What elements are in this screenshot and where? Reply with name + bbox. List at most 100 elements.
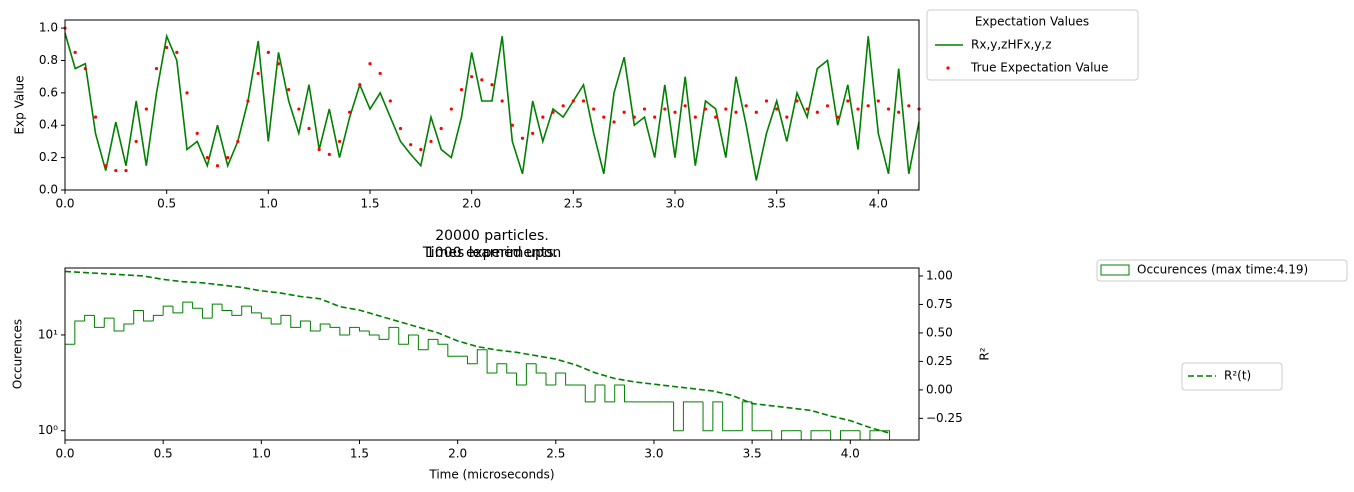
histogram-bin [810, 430, 821, 440]
y2-tick-label: 0.75 [926, 297, 953, 311]
histogram-bin [682, 401, 694, 431]
point [825, 104, 830, 108]
x-tick-label: 4.0 [869, 197, 888, 211]
point [592, 107, 596, 111]
histogram-bin [565, 373, 576, 386]
histogram-bin [251, 306, 262, 314]
point [459, 88, 464, 92]
point [480, 78, 484, 82]
histogram-bin [781, 430, 792, 440]
point [663, 107, 667, 111]
y2-tick-label: 1.00 [926, 268, 953, 282]
point [195, 131, 199, 135]
legend-label: Occurences (max time:4.19) [1137, 263, 1308, 277]
point [337, 139, 342, 144]
point [642, 107, 647, 111]
point [815, 110, 819, 114]
point [226, 156, 230, 160]
point [175, 50, 179, 54]
point [429, 139, 433, 144]
histogram-bin [143, 310, 154, 322]
histogram-bin [614, 384, 625, 402]
point [327, 152, 331, 156]
point [612, 120, 616, 124]
point [185, 91, 189, 95]
histogram-bin [241, 305, 252, 316]
point [114, 168, 118, 173]
histogram-bin [172, 306, 183, 314]
histogram-bin [496, 363, 507, 374]
histogram-bin [182, 301, 193, 313]
histogram-bin [113, 318, 124, 332]
histogram-bin [300, 320, 311, 328]
point [683, 104, 687, 108]
legend-box [1096, 259, 1348, 282]
x-tick-label: 3.0 [665, 197, 684, 211]
x-tick-label: 3.5 [767, 197, 786, 211]
point [907, 104, 911, 108]
point [439, 126, 443, 131]
point [73, 50, 77, 54]
point [124, 168, 128, 173]
histogram-bin [535, 363, 546, 374]
point [897, 110, 901, 114]
histogram-bin [280, 314, 291, 325]
x-tick-label: 3.0 [644, 447, 663, 461]
point [500, 99, 504, 103]
x-tick-label: 0.0 [55, 447, 74, 461]
histogram-bin [624, 385, 635, 403]
histogram-bin [290, 315, 301, 328]
point [165, 45, 169, 50]
point [205, 156, 209, 160]
point [724, 107, 728, 111]
point [246, 99, 250, 103]
chart-subtitle: 1000 experiments. [426, 245, 558, 261]
point [886, 107, 891, 111]
histogram-bin [192, 302, 203, 309]
histogram-bin [319, 323, 331, 331]
histogram-bin [103, 317, 115, 328]
histogram-bin [712, 401, 723, 431]
legend-title: Expectation Values [975, 15, 1089, 29]
point [388, 99, 392, 103]
point [775, 107, 779, 111]
histogram-bin [584, 385, 596, 403]
point [693, 115, 697, 119]
x-axis-label: Time (microseconds) [428, 468, 554, 482]
point [154, 66, 159, 71]
point [805, 107, 809, 111]
line [64, 32, 920, 181]
histogram-bin [231, 310, 242, 316]
histogram-bin [417, 334, 429, 351]
histogram-bin [84, 314, 95, 321]
histogram-bin [74, 320, 85, 345]
y2-axis-label: R² [978, 347, 992, 360]
histogram-bin [378, 334, 389, 340]
point [307, 126, 311, 131]
histogram-bin [339, 327, 350, 336]
point [734, 110, 738, 114]
histogram-bin [329, 324, 340, 328]
histogram-bin [702, 401, 713, 432]
y2-tick-label: 0.00 [926, 382, 953, 396]
histogram-bin [349, 326, 360, 335]
legend-box [1181, 362, 1283, 391]
x-tick-label: 1.5 [360, 197, 379, 211]
x-tick-label: 2.5 [564, 197, 583, 211]
point [571, 99, 575, 103]
point [490, 83, 494, 87]
point [510, 123, 514, 127]
legend-label: True Expectation Value [970, 61, 1108, 75]
point [622, 110, 626, 114]
histogram-bin [221, 304, 232, 311]
point [703, 107, 708, 111]
histogram-bin [741, 401, 753, 431]
histogram-bin [839, 430, 851, 440]
x-tick-label: 2.0 [462, 197, 481, 211]
point [632, 115, 636, 119]
x-tick-label: 2.0 [448, 447, 467, 461]
point [856, 107, 860, 111]
point [602, 115, 606, 119]
point [754, 110, 758, 114]
point [144, 107, 148, 111]
